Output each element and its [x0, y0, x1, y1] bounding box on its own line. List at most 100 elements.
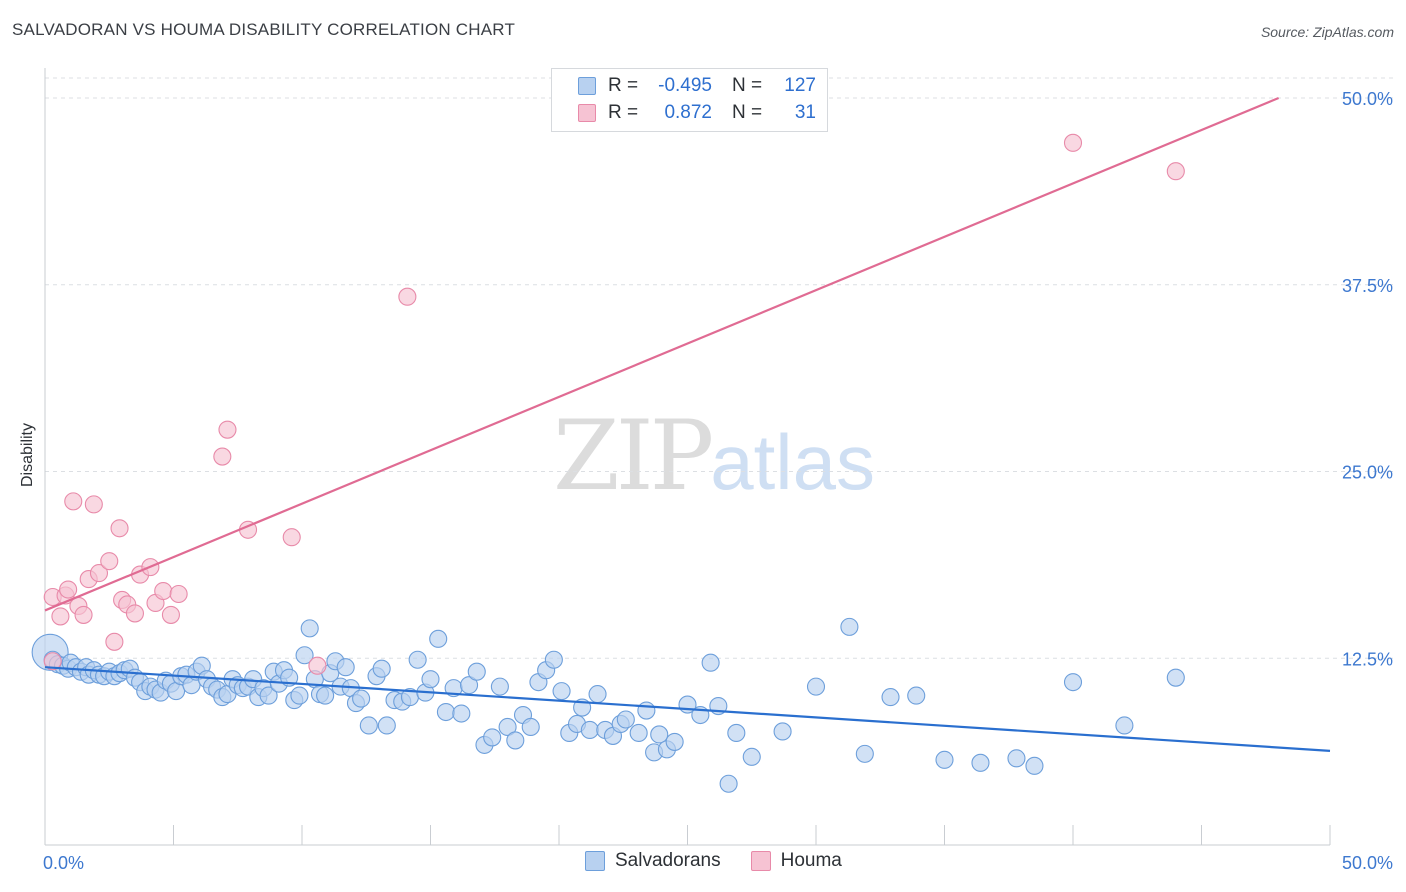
- legend-n-label: N =: [732, 102, 763, 123]
- point-salvadorans: [773, 722, 792, 741]
- y-tick-label: 50.0%: [1342, 89, 1393, 109]
- point-salvadorans: [483, 728, 502, 747]
- legend-row-houma: R = 0.872 N = 31: [552, 100, 816, 126]
- point-salvadorans: [316, 686, 335, 705]
- point-salvadorans: [840, 617, 859, 636]
- point-salvadorans: [467, 662, 486, 681]
- point-salvadorans: [506, 731, 525, 750]
- point-salvadorans: [971, 753, 990, 772]
- point-houma: [213, 447, 232, 466]
- watermark-zip: ZIP: [553, 400, 714, 512]
- series-swatch-salvadorans: [585, 851, 605, 871]
- correlation-legend: R = -0.495 N = 127 R = 0.872 N = 31: [551, 68, 828, 132]
- point-houma: [169, 584, 188, 604]
- point-salvadorans: [1025, 756, 1044, 775]
- point-salvadorans: [637, 701, 656, 720]
- point-salvadorans: [727, 723, 746, 743]
- chart-title: SALVADORAN VS HOUMA DISABILITY CORRELATI…: [12, 20, 516, 39]
- point-salvadorans: [881, 688, 900, 707]
- point-salvadorans: [408, 650, 427, 669]
- legend-row-salvadorans: R = -0.495 N = 127: [552, 73, 816, 99]
- point-salvadorans: [588, 685, 607, 704]
- legend-n-label: N =: [732, 75, 763, 96]
- point-salvadorans: [701, 653, 720, 672]
- legend-n-value: 127: [784, 75, 816, 96]
- point-salvadorans: [452, 704, 471, 723]
- series-swatch-houma: [750, 851, 771, 871]
- point-salvadorans: [544, 650, 563, 669]
- point-salvadorans: [300, 619, 319, 638]
- point-salvadorans: [650, 725, 669, 744]
- y-tick-label: 25.0%: [1342, 463, 1393, 483]
- point-houma: [282, 528, 301, 547]
- point-salvadorans: [1007, 749, 1026, 768]
- point-salvadorans: [665, 732, 684, 751]
- point-salvadorans: [359, 716, 378, 735]
- y-tick-label: 37.5%: [1342, 276, 1393, 296]
- x-tick-label: 50.0%: [1342, 853, 1393, 873]
- point-salvadorans: [616, 710, 635, 729]
- series-legend-item-houma: Houma: [750, 850, 842, 872]
- point-salvadorans: [1115, 716, 1134, 735]
- point-houma: [398, 287, 417, 306]
- legend-r-value: -0.495: [658, 75, 712, 96]
- point-salvadorans: [855, 744, 874, 763]
- point-salvadorans: [259, 686, 278, 705]
- point-salvadorans: [935, 750, 954, 769]
- point-houma: [59, 580, 78, 599]
- point-salvadorans: [377, 716, 396, 735]
- point-salvadorans: [295, 646, 314, 665]
- point-salvadorans: [629, 723, 648, 743]
- point-salvadorans: [336, 658, 355, 677]
- point-salvadorans: [907, 686, 926, 705]
- point-houma: [1063, 133, 1083, 152]
- point-houma: [110, 519, 129, 538]
- watermark-atlas: atlas: [710, 418, 875, 506]
- point-salvadorans: [742, 747, 761, 766]
- legend-r-label: R =: [608, 102, 639, 123]
- point-houma: [84, 495, 103, 514]
- y-tick-label: 12.5%: [1342, 649, 1393, 669]
- point-houma: [218, 420, 237, 439]
- point-salvadorans: [352, 689, 371, 708]
- point-salvadorans: [580, 720, 599, 740]
- watermark: ZIPatlas: [553, 400, 875, 512]
- y-axis-label: Disability: [19, 422, 36, 488]
- series-legend-label: Houma: [780, 850, 842, 871]
- point-houma: [64, 492, 83, 511]
- point-houma: [161, 605, 180, 624]
- x-tick-label: 0.0%: [43, 853, 84, 873]
- point-houma: [1166, 162, 1185, 181]
- series-legend: Salvadorans Houma: [585, 850, 872, 872]
- series-legend-item-salvadorans: Salvadorans: [585, 850, 721, 872]
- point-salvadorans: [372, 659, 391, 678]
- legend-swatch-salvadorans: [578, 77, 596, 95]
- point-salvadorans: [806, 677, 826, 696]
- point-salvadorans: [436, 702, 455, 722]
- point-houma: [74, 605, 93, 624]
- series-legend-label: Salvadorans: [615, 850, 721, 871]
- point-houma: [125, 604, 144, 623]
- point-salvadorans: [552, 682, 571, 701]
- point-salvadorans: [429, 629, 448, 648]
- point-houma: [154, 581, 173, 601]
- source-label: Source: ZipAtlas.com: [1260, 24, 1394, 40]
- point-salvadorans: [290, 686, 309, 705]
- legend-r-value: 0.872: [664, 102, 712, 123]
- point-houma: [100, 552, 119, 571]
- point-houma: [89, 564, 109, 583]
- point-houma: [308, 656, 327, 675]
- point-houma: [105, 632, 124, 651]
- point-salvadorans: [490, 677, 509, 696]
- point-salvadorans: [421, 670, 440, 689]
- point-salvadorans: [498, 717, 517, 737]
- trend-line-houma: [44, 96, 1280, 612]
- point-houma: [43, 652, 62, 671]
- point-salvadorans: [459, 676, 479, 695]
- point-salvadorans: [1166, 668, 1185, 687]
- point-salvadorans: [1063, 673, 1083, 692]
- point-salvadorans: [719, 774, 738, 793]
- legend-n-value: 31: [794, 102, 816, 123]
- point-salvadorans: [521, 717, 540, 737]
